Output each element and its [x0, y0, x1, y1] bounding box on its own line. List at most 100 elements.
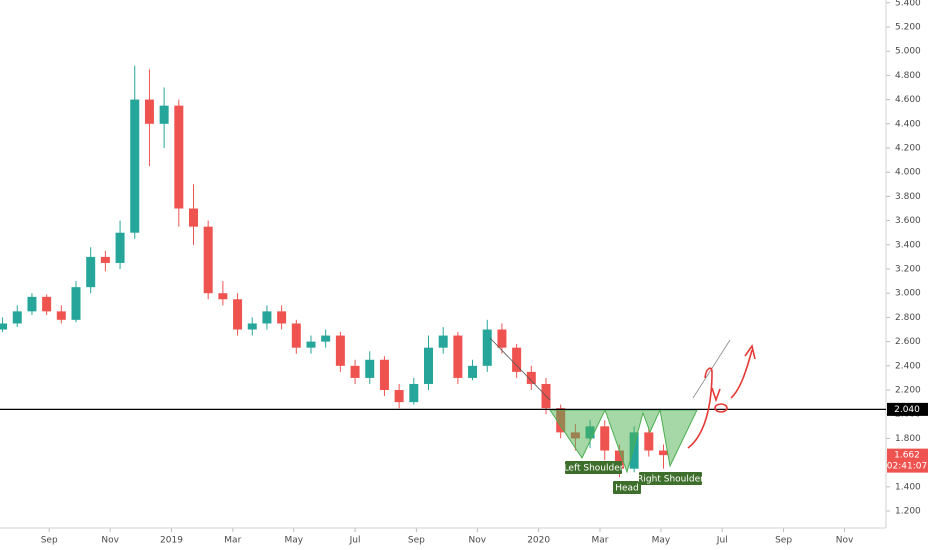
- candle-body: [409, 383, 419, 403]
- x-tick-label: Nov: [469, 536, 487, 546]
- candle-body: [629, 432, 639, 469]
- candle-body: [159, 105, 169, 124]
- circle-mark: [714, 403, 728, 413]
- y-tick-label: 2.800: [895, 313, 921, 323]
- level-label: 2.040: [894, 405, 920, 415]
- y-tick-label: 3.400: [895, 240, 921, 250]
- y-tick-label: 5.400: [895, 0, 921, 8]
- candle-body: [42, 296, 52, 312]
- level-tag: 2.040: [887, 402, 928, 416]
- level-box: [887, 402, 928, 416]
- candle-body: [468, 365, 478, 378]
- candle-body: [512, 347, 522, 372]
- y-tick-label: 2.400: [895, 361, 921, 371]
- candle-body: [306, 341, 316, 348]
- candle-body: [453, 335, 463, 378]
- label-text: Left Shoulder: [564, 464, 624, 474]
- candle-body: [438, 335, 448, 348]
- y-tick-label: 4.200: [895, 143, 921, 153]
- x-tick-label: Nov: [836, 536, 854, 546]
- candle-body: [321, 335, 331, 342]
- candle-body: [174, 105, 184, 209]
- candle-body: [115, 232, 125, 263]
- y-tick-label: 1.800: [895, 434, 921, 444]
- candle-body: [394, 390, 404, 403]
- candle-body: [482, 329, 492, 366]
- y-tick-label: 3.000: [895, 289, 921, 299]
- candle-body: [247, 323, 257, 330]
- y-tick-label: 3.800: [895, 192, 921, 202]
- y-tick-label: 5.200: [895, 22, 921, 32]
- arrow-stroke: [687, 367, 713, 449]
- label-text: Head: [615, 484, 639, 494]
- x-tick-label: 2019: [160, 536, 183, 546]
- candle-body: [218, 293, 228, 300]
- last-price-tag: 1.662 02:41:07: [887, 448, 928, 473]
- candle-body: [233, 299, 243, 330]
- candle-body: [423, 347, 433, 384]
- x-tick-label: Mar: [224, 536, 241, 546]
- y-tick-label: 1.200: [895, 507, 921, 517]
- arrow-head: [744, 344, 756, 360]
- candle-body: [130, 99, 140, 233]
- y-tick-label: 4.000: [895, 168, 921, 178]
- candle-body: [379, 359, 389, 391]
- candle-body: [86, 256, 96, 288]
- arrow-stroke: [730, 349, 753, 399]
- label-text: Right Shoulder: [637, 475, 704, 485]
- candle-body: [27, 296, 37, 312]
- x-tick-label: May: [284, 536, 303, 546]
- label-box: [613, 481, 641, 494]
- candle-body: [277, 311, 287, 324]
- candle-body: [0, 323, 8, 330]
- candle-body: [291, 323, 301, 348]
- candle-body: [644, 432, 654, 451]
- candle-body: [526, 371, 536, 384]
- candle-body: [262, 311, 272, 324]
- y-tick-label: 5.000: [895, 47, 921, 57]
- last-price-box: [887, 448, 928, 473]
- candle-body: [189, 208, 199, 227]
- y-tick-label: 1.400: [895, 482, 921, 492]
- x-tick-label: Sep: [41, 536, 58, 546]
- pattern-label: Left Shoulder: [564, 461, 624, 474]
- candle-body: [144, 99, 154, 124]
- y-tick-label: 2.200: [895, 386, 921, 396]
- x-tick-label: May: [652, 536, 671, 546]
- x-tick-label: Sep: [408, 536, 425, 546]
- x-tick-label: Jul: [349, 536, 361, 546]
- pattern-label: Right Shoulder: [637, 472, 704, 485]
- candle-body: [12, 311, 22, 324]
- candle-body: [71, 287, 81, 320]
- y-tick-label: 3.200: [895, 265, 921, 275]
- hand-drawn-arrows: [687, 344, 756, 449]
- candle-body: [365, 359, 375, 378]
- label-box: [639, 472, 702, 485]
- label-box: [565, 461, 622, 474]
- x-tick-label: Sep: [775, 536, 792, 546]
- x-tick-label: Jul: [716, 536, 728, 546]
- y-tick-label: 4.400: [895, 119, 921, 129]
- inverse-head-shoulders: [549, 408, 698, 474]
- y-tick-label: 3.600: [895, 216, 921, 226]
- candle-body: [600, 426, 610, 451]
- last-price-label: 1.662: [894, 451, 920, 461]
- candle-body: [350, 365, 360, 378]
- candle-body: [614, 450, 624, 469]
- y-tick-label: 4.800: [895, 71, 921, 81]
- candle-body: [497, 329, 507, 348]
- x-tick-label: 2020: [527, 536, 550, 546]
- candle-body: [658, 450, 668, 456]
- y-tick-label: 2.600: [895, 337, 921, 347]
- candle-body: [335, 335, 345, 366]
- y-tick-label: 4.600: [895, 95, 921, 105]
- arrow-head: [711, 387, 721, 403]
- candle-body: [56, 311, 66, 320]
- countdown: 02:41:07: [887, 462, 927, 472]
- trend-line: [489, 337, 551, 401]
- x-tick-label: Mar: [591, 536, 608, 546]
- candle-body: [203, 226, 213, 294]
- candle-body: [100, 256, 110, 263]
- x-tick-label: Nov: [101, 536, 119, 546]
